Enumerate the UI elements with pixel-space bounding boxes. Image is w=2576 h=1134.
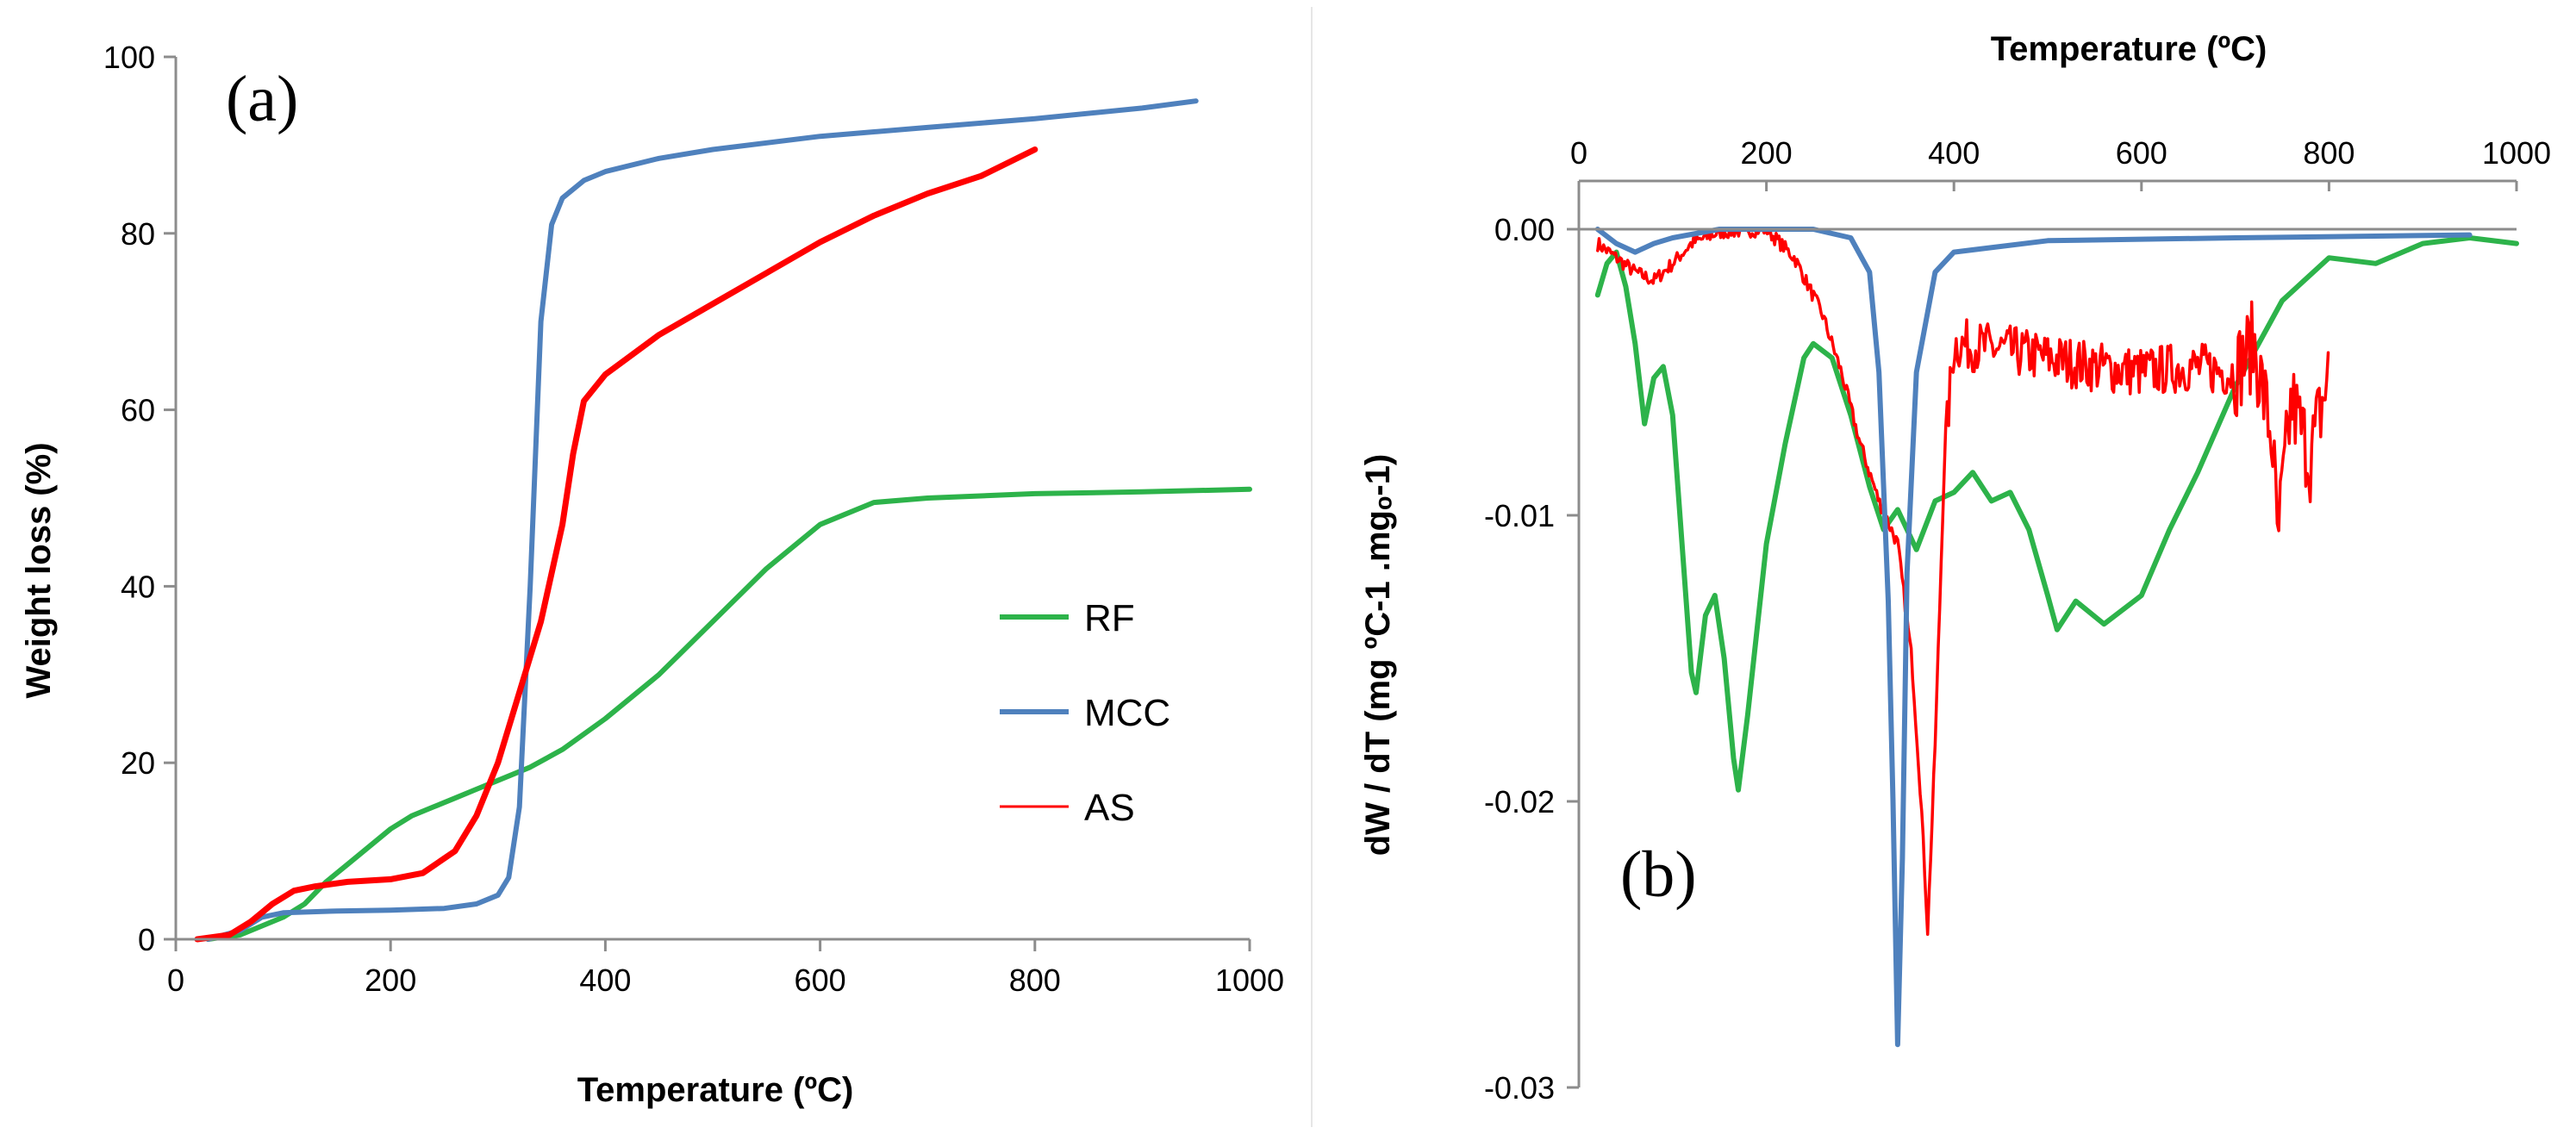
panel-a-ytick-label: 80 [121,216,155,252]
panel-a-ytick-label: 0 [138,922,155,957]
panel-b-ytick-label: -0.03 [1484,1070,1555,1106]
panel-b-xlabel: Temperature (ºC) [1991,30,2267,68]
legend-label-as: AS [1084,787,1135,829]
panel-b-label: (b) [1620,838,1697,911]
panel-b-ytick-label: 0.00 [1494,212,1555,247]
panel-b-ytick-label: -0.01 [1484,498,1555,533]
legend-label-mcc: MCC [1084,692,1170,734]
panel-b-xtick-label: 400 [1928,135,1980,171]
panel-a-series-as [194,146,1039,943]
panel-a-xtick-label: 400 [579,963,631,998]
panel-b-series-as [1596,227,2330,937]
panel-b-xtick-label: 600 [2116,135,2167,171]
panel-a-legend: RF MCC AS [1000,597,1170,829]
panel-a-ytick-label: 20 [121,745,155,781]
panel-a-xtick-label: 600 [795,963,846,998]
panel-a-series-mcc [205,98,1199,942]
panel-a-xtick-label: 800 [1009,963,1061,998]
panel-b-series-mcc [1594,227,2473,1048]
panel-a-ytick-label: 100 [103,40,155,75]
legend-label-rf: RF [1084,597,1135,639]
panel-b-ylabel: dW / dT (mg ºC-1 .mgₒ-1) [1359,454,1397,857]
panel-a-label: (a) [226,63,298,135]
panel-a-xlabel: Temperature (ºC) [577,1071,854,1109]
panel-b-xtick-label: 1000 [2482,135,2551,171]
panel-a-ylabel: Weight loss (%) [20,442,58,698]
panel-b: 0.00 -0.01 -0.02 -0.03 0 200 400 600 800 1000 (b)… [1359,30,2551,1106]
panel-a-ytick-label: 60 [121,393,155,428]
panel-b-xtick-label: 200 [1741,135,1793,171]
panel-b-xtick-label: 800 [2303,135,2355,171]
panel-b-series-rf [1594,235,2519,793]
panel-b-xtick-label: 0 [1570,135,1587,171]
panel-a-xtick-label: 1000 [1215,963,1284,998]
panel-b-ytick-label: -0.02 [1484,784,1555,819]
panel-a-ytick-label: 40 [121,569,155,604]
panel-a-xtick-label: 0 [167,963,184,998]
panel-a-xtick-label: 200 [365,963,416,998]
